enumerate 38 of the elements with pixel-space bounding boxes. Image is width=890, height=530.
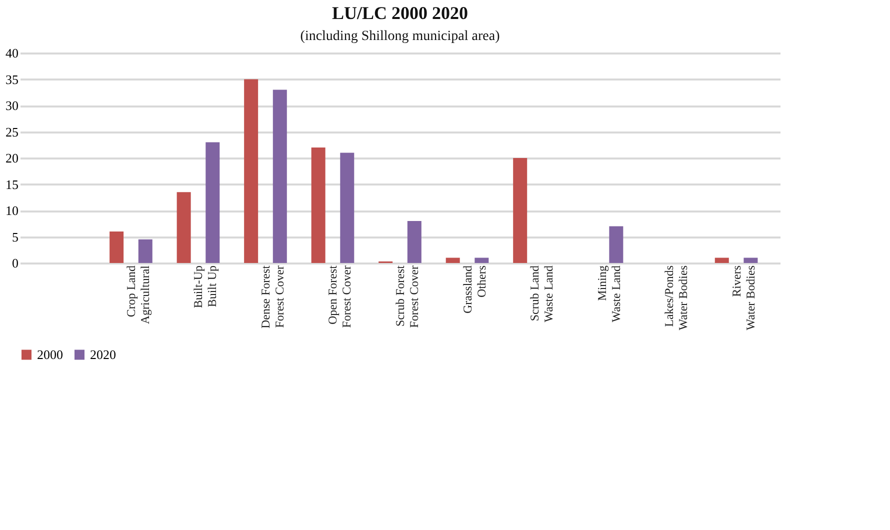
bar [272, 90, 287, 263]
y-tick-label: 35 [6, 72, 18, 87]
x-tick-label: Lakes/Ponds Water Bodies [662, 265, 690, 330]
bar [244, 79, 258, 263]
text: (including Shillong municipal area) [300, 29, 500, 44]
y-tick-label: 20 [6, 150, 18, 166]
x-tick-label: Dense Forest Forest Cover [258, 264, 286, 328]
bar [407, 221, 422, 263]
legend-label: 2000 [37, 346, 63, 362]
y-tick-label: 10 [6, 203, 18, 218]
x-tick-label: Grassland Others [460, 265, 488, 314]
y-tick-label: 40 [6, 46, 18, 60]
x-tick-label: Built-Up Built Up [191, 266, 220, 308]
bar [311, 148, 326, 263]
bar [138, 239, 152, 263]
y-tick-label: 25 [6, 124, 18, 140]
y-tick-label: 15 [6, 176, 18, 192]
x-tick-label: Mining Waste Land [594, 266, 623, 322]
bar [744, 258, 758, 263]
bar [714, 258, 729, 263]
y-tick-label: 5 [12, 229, 18, 244]
y-tick-label: 30 [6, 98, 18, 113]
chart-title: LU/LC 2000 2020 [332, 3, 468, 23]
bar [206, 142, 220, 263]
x-tick-label: Rivers Water Bodies [729, 265, 758, 330]
x-tick-label: Scrub Land Waste Land [528, 266, 556, 322]
bar [110, 232, 124, 263]
bar [513, 158, 528, 263]
bar [176, 192, 191, 263]
bar [474, 258, 489, 263]
x-tick-label: Scrub Forest Forest Cover [393, 264, 421, 328]
bar [446, 258, 460, 263]
bar [609, 226, 624, 263]
legend-label: 2020 [90, 346, 116, 362]
x-tick-label: Crop Land Agricultural [124, 264, 152, 324]
bar [340, 152, 354, 263]
x-tick-label: Open Forest Forest Cover [326, 264, 354, 328]
y-tick-label: 0 [12, 256, 18, 270]
